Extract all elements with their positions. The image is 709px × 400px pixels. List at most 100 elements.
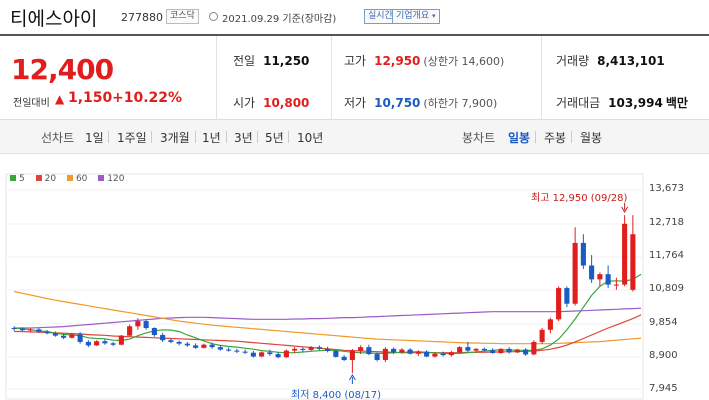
y-tick-label: 10,809 <box>649 283 684 294</box>
candle-body <box>193 345 199 348</box>
candle-body <box>300 348 306 350</box>
candle-body <box>176 341 182 344</box>
candle-body <box>184 343 190 346</box>
amount-value: 103,994 <box>608 96 663 110</box>
amount-label: 거래대금 <box>556 96 601 110</box>
tab-3y[interactable]: 3년 <box>234 131 253 145</box>
candle-body <box>234 350 240 352</box>
candle-body <box>547 319 553 330</box>
candle-body <box>168 340 174 342</box>
candle-body <box>457 347 463 353</box>
high-cell: 고가 12,950 (상한가 14,600) <box>344 52 504 69</box>
candlestick-chart <box>5 173 644 400</box>
lower-limit: (하한가 7,900) <box>423 97 498 110</box>
tab-1w[interactable]: 1주일 <box>117 131 147 145</box>
price-change: 1,150 <box>68 90 113 106</box>
tab-10y[interactable]: 10년 <box>297 131 324 145</box>
candle-body <box>69 334 75 338</box>
y-tick-label: 13,673 <box>649 183 684 194</box>
candle-body <box>539 329 545 342</box>
legend-ma5: 5 <box>10 174 25 184</box>
stock-name: 티에스아이 <box>10 8 98 30</box>
candle-body <box>61 335 67 338</box>
candle-body <box>432 353 438 357</box>
candle-body <box>349 350 355 360</box>
prev-close-value: 11,250 <box>263 54 310 68</box>
candle-body <box>391 348 397 353</box>
max-arrow-icon <box>621 206 629 213</box>
candle-body <box>415 351 421 354</box>
candle-body <box>374 354 380 360</box>
upper-limit: (상한가 14,600) <box>423 55 505 68</box>
divider <box>331 36 332 120</box>
y-tick-label: 9,854 <box>649 317 678 328</box>
candle-body <box>52 333 58 336</box>
candle-body <box>110 343 116 345</box>
candle-body <box>94 341 100 346</box>
tab-daily[interactable]: 일봉 <box>508 131 531 145</box>
company-info-label: 기업개요 <box>396 11 430 21</box>
candle-body <box>28 329 34 331</box>
candle-body <box>209 344 215 348</box>
line-chart-label: 선차트 <box>41 131 75 145</box>
candle-body <box>275 354 281 358</box>
candle-body <box>440 353 446 356</box>
candle-body <box>259 352 265 357</box>
candle-body <box>341 356 347 360</box>
divider <box>541 36 542 120</box>
candle-body <box>366 347 372 355</box>
company-info-button[interactable]: 기업개요 ▾ <box>392 9 440 24</box>
price-change-percent: +10.22% <box>112 90 183 106</box>
legend-ma60: 60 <box>66 174 87 184</box>
candle-body <box>572 242 578 304</box>
tab-weekly[interactable]: 주봉 <box>544 131 567 145</box>
volume-cell: 거래량 8,413,101 <box>556 52 665 69</box>
candle-body <box>333 350 339 357</box>
ma-legend: 5 20 60 120 <box>10 174 132 184</box>
open-cell: 시가 10,800 <box>233 94 309 111</box>
candle-body <box>424 351 430 357</box>
candle-body <box>77 334 83 342</box>
candle-body <box>490 350 496 354</box>
candle-body <box>11 328 17 330</box>
candle-body <box>102 341 108 344</box>
candle-body <box>407 349 413 354</box>
open-value: 10,800 <box>263 96 310 110</box>
min-arrow-icon <box>348 374 356 381</box>
volume-label: 거래량 <box>556 54 590 68</box>
low-value: 10,750 <box>374 96 421 110</box>
candle-body <box>531 341 537 355</box>
ma5-line <box>14 273 642 355</box>
candle-body <box>481 348 487 351</box>
ma60-line <box>13 290 642 345</box>
candle-body <box>556 288 562 320</box>
low-label: 저가 <box>344 96 367 110</box>
y-tick-label: 12,718 <box>649 217 684 228</box>
tab-1y[interactable]: 1년 <box>202 131 221 145</box>
candle-body <box>19 328 25 331</box>
candle-body <box>36 329 42 332</box>
max-price-annotation: 최고 12,950 (09/28) <box>531 193 628 204</box>
candle-body <box>358 347 364 351</box>
candle-body <box>44 331 50 334</box>
current-price-box: 12,400 전일대비 ▲ 1,150 +10.22% <box>0 36 217 120</box>
candle-body <box>242 351 248 353</box>
legend-ma120: 120 <box>98 174 124 184</box>
legend-ma20: 20 <box>35 174 56 184</box>
candle-body <box>580 242 586 266</box>
prev-close-cell: 전일 11,250 <box>233 52 309 69</box>
candle-body <box>267 352 273 355</box>
candle-body <box>250 352 256 357</box>
candle-body <box>217 347 223 350</box>
candle-body <box>127 326 133 336</box>
tab-5y[interactable]: 5년 <box>265 131 284 145</box>
candle-body <box>448 352 454 356</box>
min-price-annotation: 최저 8,400 (08/17) <box>291 390 382 400</box>
candle-body <box>564 288 570 304</box>
candle-body <box>506 348 512 353</box>
tab-3m[interactable]: 3개월 <box>160 131 190 145</box>
candle-body <box>283 350 289 358</box>
tab-monthly[interactable]: 월봉 <box>580 131 603 145</box>
candle-body <box>597 274 603 280</box>
tab-1d[interactable]: 1일 <box>85 131 104 145</box>
